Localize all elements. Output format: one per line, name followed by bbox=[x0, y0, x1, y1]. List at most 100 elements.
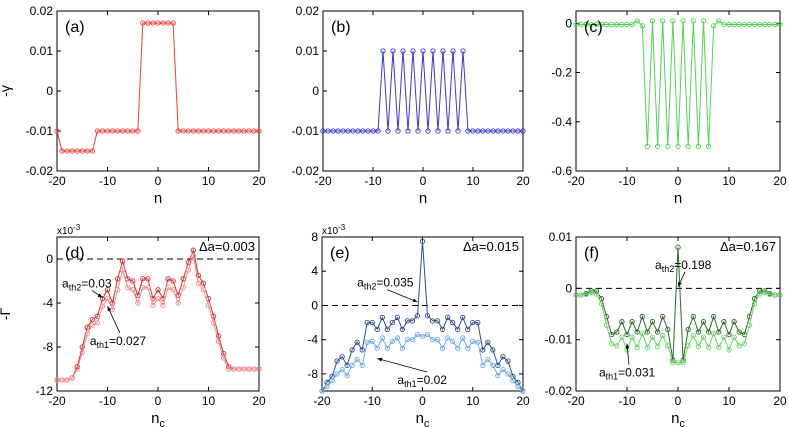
data-point bbox=[690, 313, 696, 320]
data-point bbox=[573, 292, 579, 298]
data-point bbox=[190, 253, 197, 259]
annotation-arrowhead bbox=[377, 357, 383, 362]
data-point bbox=[379, 335, 385, 341]
data-point bbox=[84, 324, 90, 330]
data-point bbox=[619, 334, 625, 340]
data-point bbox=[721, 21, 727, 28]
data-point bbox=[700, 334, 707, 340]
data-point bbox=[195, 272, 202, 279]
x-tick-label: -20 bbox=[314, 174, 332, 188]
data-point bbox=[654, 343, 661, 349]
x-tick-label: 10 bbox=[722, 174, 736, 188]
y-tick-label: -0.01 bbox=[26, 124, 54, 138]
axes-frame bbox=[322, 10, 524, 172]
annotation-arrowhead bbox=[678, 281, 682, 287]
data-point bbox=[130, 287, 136, 293]
data-point bbox=[588, 288, 594, 294]
y-tick-label: -0.01 bbox=[545, 333, 573, 347]
annotation-label: ath2=0.198 bbox=[655, 258, 712, 274]
series--γ bbox=[573, 18, 783, 150]
y-tick-label: 0 bbox=[46, 84, 53, 98]
data-point bbox=[440, 48, 446, 54]
series--γ bbox=[54, 20, 262, 154]
x-tick-label: 0 bbox=[675, 174, 682, 188]
data-point bbox=[429, 318, 436, 324]
data-point bbox=[649, 334, 656, 340]
data-point bbox=[731, 334, 737, 340]
data-point bbox=[365, 128, 371, 134]
y-tick-label: -8 bbox=[307, 367, 318, 381]
panel-label: (a) bbox=[65, 19, 85, 36]
data-point bbox=[721, 334, 727, 340]
x-tick-label: -20 bbox=[313, 394, 331, 408]
data-point bbox=[226, 128, 232, 134]
x-axis-label: n bbox=[419, 190, 427, 207]
data-point bbox=[500, 366, 506, 373]
data-point bbox=[455, 345, 461, 351]
data-point bbox=[711, 313, 717, 320]
data-point bbox=[675, 143, 681, 150]
data-point bbox=[603, 21, 610, 28]
data-point bbox=[639, 330, 645, 337]
data-point bbox=[465, 128, 471, 134]
chart-panel: -20 -10 0 10 20 -12 -8 -4 0 (d) Δa=0.003 x10-3 ath2=… bbox=[0, 223, 266, 427]
y-tick-label: 0 bbox=[311, 298, 318, 312]
data-point bbox=[335, 128, 341, 134]
panel-label: (b) bbox=[331, 19, 351, 36]
data-point bbox=[603, 322, 610, 328]
data-point bbox=[135, 128, 141, 134]
annotation-arrowhead bbox=[97, 293, 103, 298]
y-tick-label: 0.01 bbox=[549, 230, 573, 244]
data-point bbox=[369, 319, 375, 326]
delta-label: Δa=0.015 bbox=[463, 239, 519, 254]
data-point bbox=[140, 20, 146, 26]
data-point bbox=[424, 313, 431, 319]
data-point bbox=[731, 319, 737, 325]
series-line bbox=[57, 248, 259, 381]
data-point bbox=[475, 128, 481, 134]
data-point bbox=[624, 331, 630, 338]
data-point bbox=[500, 128, 506, 134]
y-tick-label: 0 bbox=[312, 84, 319, 98]
data-point bbox=[700, 18, 707, 24]
data-point bbox=[370, 128, 376, 134]
series-a_th2 bbox=[573, 244, 783, 363]
data-point bbox=[578, 21, 584, 28]
data-point bbox=[629, 319, 635, 325]
data-point bbox=[520, 128, 526, 134]
data-point bbox=[449, 319, 456, 326]
data-point bbox=[215, 338, 222, 345]
data-point bbox=[593, 21, 600, 28]
data-point bbox=[500, 354, 506, 360]
annotation-arrow bbox=[387, 289, 418, 303]
data-point bbox=[200, 287, 207, 293]
data-point bbox=[685, 343, 691, 349]
data-point bbox=[419, 238, 426, 244]
data-point bbox=[654, 329, 661, 335]
data-point bbox=[711, 330, 717, 337]
series--γ bbox=[320, 48, 526, 134]
data-point bbox=[614, 21, 620, 28]
data-point bbox=[215, 128, 222, 134]
data-point bbox=[339, 354, 345, 360]
data-point bbox=[460, 335, 466, 341]
data-point bbox=[485, 128, 491, 134]
x-tick-label: 20 bbox=[252, 174, 266, 188]
data-point bbox=[195, 128, 202, 134]
data-point bbox=[344, 372, 350, 379]
x-tick-label: -20 bbox=[567, 174, 585, 188]
data-point bbox=[394, 335, 401, 341]
data-point bbox=[329, 378, 335, 384]
data-point bbox=[170, 20, 176, 26]
data-point bbox=[716, 329, 722, 335]
data-point bbox=[726, 21, 732, 28]
data-point bbox=[593, 288, 600, 294]
series-line bbox=[576, 291, 780, 364]
x-tick-label: 20 bbox=[252, 394, 266, 408]
data-point bbox=[736, 21, 742, 28]
data-point bbox=[756, 288, 763, 294]
data-point bbox=[215, 333, 222, 339]
data-point bbox=[439, 326, 446, 333]
x-tick-label: 10 bbox=[722, 394, 736, 408]
chart-panel: -20 -10 0 10 20 -8 -4 0 4 8 (e) Δa=0.015 x10-3 ath2=0… bbox=[307, 223, 530, 427]
